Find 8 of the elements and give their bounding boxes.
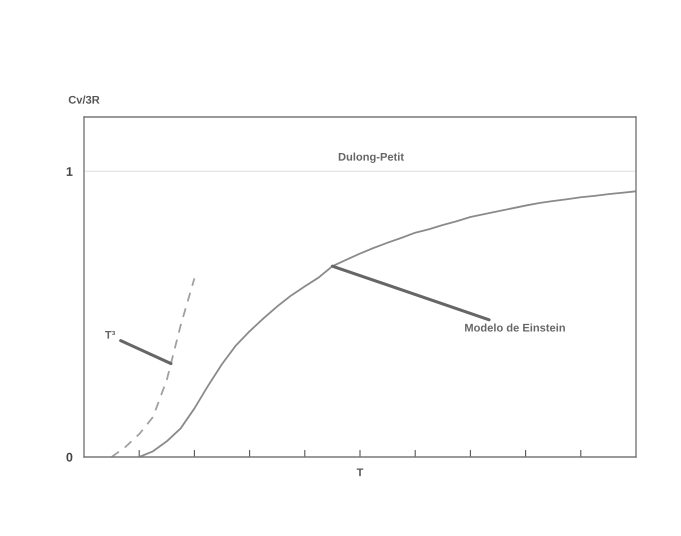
annotation: T³	[105, 330, 116, 339]
x-axis-title: T	[356, 468, 364, 476]
y-tick-label: 1	[66, 167, 73, 176]
y-axis-title: Cv/3R	[68, 96, 100, 104]
y-tick-label: 0	[66, 452, 72, 462]
ref-line-label: Dulong-Petit	[338, 152, 404, 163]
annotation: Modelo de Einstein	[465, 323, 565, 332]
line-series	[138, 190, 636, 457]
